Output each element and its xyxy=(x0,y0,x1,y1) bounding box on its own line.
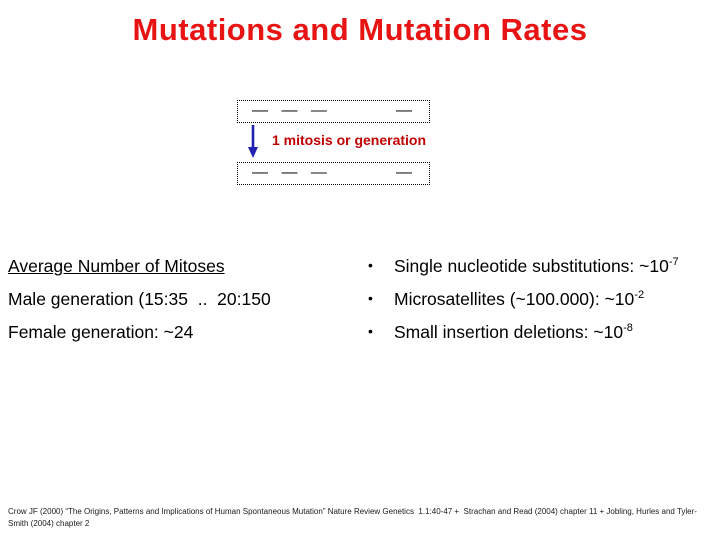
list-item: Small insertion deletions: ~10-8 xyxy=(368,322,679,342)
chromosome-dash: — xyxy=(396,164,412,181)
page-title: Mutations and Mutation Rates xyxy=(132,12,588,47)
bullet-exponent: -7 xyxy=(668,256,679,269)
chromosome-dashes: — — — xyxy=(252,102,327,119)
bullet-text: Small insertion deletions: ~10 xyxy=(394,322,624,342)
chromosome-dash: — xyxy=(396,102,412,119)
bullet-text: Single nucleotide substitutions: ~10 xyxy=(394,256,669,276)
cell-box-top: — — — — xyxy=(237,100,430,123)
chromosome-dashes: — — — xyxy=(252,164,327,181)
citation-line: Smith (2004) chapter 2 xyxy=(8,518,90,528)
citation-line: Crow JF (2000) “The Origins, Patterns an… xyxy=(8,507,697,516)
bullet-exponent: -2 xyxy=(634,289,645,302)
cell-box-bottom: — — — — xyxy=(237,162,430,185)
bullet-text: Microsatellites (~100.000): ~10 xyxy=(394,289,635,309)
citation: Crow JF (2000) “The Origins, Patterns an… xyxy=(8,506,716,529)
mitosis-label: 1 mitosis or generation xyxy=(272,132,427,148)
list-item: Single nucleotide substitutions: ~10-7 xyxy=(368,256,679,276)
mitoses-column: Average Number of Mitoses Male generatio… xyxy=(8,256,271,355)
male-generation-line: Male generation (15:35 .. 20:150 xyxy=(8,289,271,309)
mutation-rate-list: Single nucleotide substitutions: ~10-7 M… xyxy=(368,256,679,355)
bullet-exponent: -8 xyxy=(623,322,633,335)
list-item: Microsatellites (~100.000): ~10-2 xyxy=(368,289,679,309)
female-generation-line: Female generation: ~24 xyxy=(8,322,194,342)
mitoses-heading: Average Number of Mitoses xyxy=(8,256,225,276)
down-arrow-icon xyxy=(247,125,259,159)
